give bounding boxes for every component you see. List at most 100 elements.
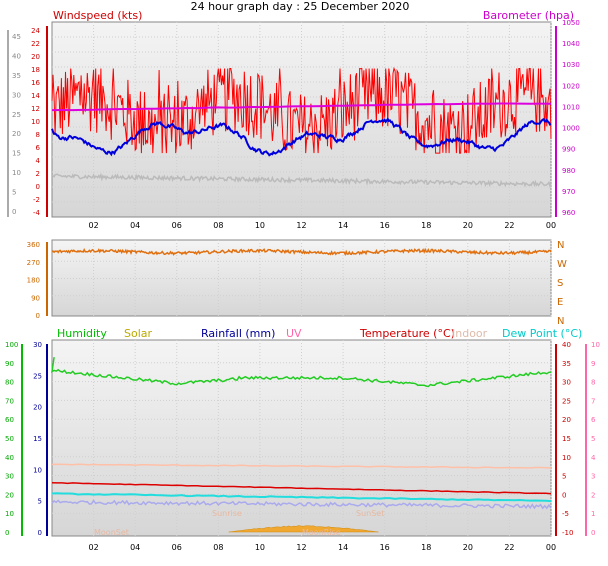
barometer-tick: 1020 (562, 82, 580, 90)
legend-item: Indoor (452, 327, 488, 340)
x-tick-label: 18 (421, 543, 431, 552)
humidity-tick: 30 (5, 473, 14, 481)
temperature-tick: 30 (562, 379, 571, 387)
barometer-tick: 1030 (562, 61, 580, 69)
barometer-tick: 970 (562, 188, 575, 196)
temperature-tick: 10 (562, 454, 571, 462)
rainfall-tick: 15 (33, 435, 42, 443)
compass-tick: N (557, 240, 564, 251)
windspeed-tick: 20 (31, 53, 40, 61)
uv-tick: 5 (591, 435, 595, 443)
rainfall-tick: 10 (33, 466, 42, 474)
x-tick-label: 04 (130, 543, 140, 552)
wind-chill-line (51, 499, 552, 510)
temperature-tick: 25 (562, 397, 571, 405)
barometer-tick: 1040 (562, 40, 580, 48)
temperature-tick: 35 (562, 360, 571, 368)
windspeed-tick: 6 (36, 144, 41, 152)
outer-left-tick: 15 (12, 150, 21, 158)
outer-left-tick: 30 (12, 91, 21, 99)
humidity-tick: 100 (5, 341, 18, 349)
compass-tick: N (557, 316, 564, 327)
outer-left-tick: 40 (12, 52, 21, 60)
temperature-line (51, 482, 552, 495)
uv-tick: 8 (591, 379, 595, 387)
rainfall-tick: 5 (38, 498, 42, 506)
outer-left-tick: 10 (12, 169, 21, 177)
legend-item: Solar (124, 327, 153, 340)
x-tick-label: 20 (463, 543, 473, 552)
x-tick-label: 12 (296, 543, 306, 552)
humidity-tick: 90 (5, 360, 14, 368)
uv-tick: 3 (591, 473, 595, 481)
outer-left-tick: 0 (12, 208, 16, 216)
windspeed-tick: 24 (31, 27, 40, 35)
x-tick-label: 18 (421, 221, 431, 230)
outer-left-tick: 20 (12, 130, 21, 138)
legend-item: Dew Point (°C) (502, 327, 582, 340)
outer-left-tick: 5 (12, 189, 16, 197)
barometer-tick: 1050 (562, 19, 580, 27)
temperature-tick: 0 (562, 491, 566, 499)
humidity-tick: 10 (5, 510, 14, 518)
uv-tick: 0 (591, 529, 595, 537)
x-tick-label: 20 (463, 221, 473, 230)
x-tick-label: 02 (88, 221, 98, 230)
barometer-tick: 960 (562, 209, 575, 217)
uv-tick: 1 (591, 510, 595, 518)
windspeed-tick: 22 (31, 40, 40, 48)
indoor-temperature-line (51, 463, 552, 469)
windspeed-tick: 16 (31, 79, 40, 87)
humidity-line (51, 357, 552, 388)
temperature-tick: 40 (562, 341, 571, 349)
x-tick-label: 16 (380, 221, 390, 230)
uv-tick: 4 (591, 454, 596, 462)
x-tick-label: 06 (172, 221, 182, 230)
direction-tick: 0 (36, 312, 40, 320)
uv-tick: 6 (591, 416, 596, 424)
x-tick-label: 22 (504, 543, 514, 552)
windspeed-tick: 2 (36, 170, 40, 178)
temperature-tick: -10 (562, 529, 573, 537)
x-tick-label: 16 (380, 543, 390, 552)
direction-tick: 90 (31, 294, 40, 302)
humidity-tick: 80 (5, 379, 14, 387)
temperature-tick: 5 (562, 473, 566, 481)
dew-point-line (51, 492, 552, 503)
windspeed-tick: 14 (31, 92, 40, 100)
barometer-tick: 990 (562, 146, 575, 154)
compass-tick: S (557, 278, 563, 289)
legend-item: Rainfall (mm) (201, 327, 275, 340)
legend-item: Humidity (57, 327, 107, 340)
rainfall-tick: 20 (33, 404, 42, 412)
barometer-axis-title: Barometer (hpa) (483, 9, 574, 22)
moonrise-annotation: MoonRise (302, 528, 341, 537)
compass-tick: E (557, 297, 563, 308)
sunset-annotation: SunSet (356, 509, 384, 518)
windspeed-tick: -4 (33, 209, 41, 217)
x-tick-label: 10 (255, 543, 265, 552)
outer-left-tick: 25 (12, 111, 21, 119)
secondary-grey-line (51, 172, 552, 189)
x-tick-label: 04 (130, 221, 140, 230)
compass-tick: W (557, 259, 567, 270)
legend-item: UV (286, 327, 302, 340)
humidity-tick: 40 (5, 454, 14, 462)
x-tick-label: 00 (546, 221, 556, 230)
legend-item: Temperature (°C) (359, 327, 455, 340)
uv-tick: 10 (591, 341, 600, 349)
humidity-tick: 70 (5, 397, 14, 405)
temperature-tick: -5 (562, 510, 569, 518)
x-tick-label: 10 (255, 221, 265, 230)
sunrise-annotation: Sunrise (212, 509, 242, 518)
direction-tick: 180 (27, 277, 40, 285)
x-tick-label: 22 (504, 221, 514, 230)
barometer-tick: 980 (562, 167, 575, 175)
humidity-tick: 0 (5, 529, 9, 537)
barometer-line (51, 102, 552, 112)
average-windspeed-line (51, 117, 552, 157)
x-tick-label: 06 (172, 543, 182, 552)
x-tick-label: 08 (213, 221, 223, 230)
